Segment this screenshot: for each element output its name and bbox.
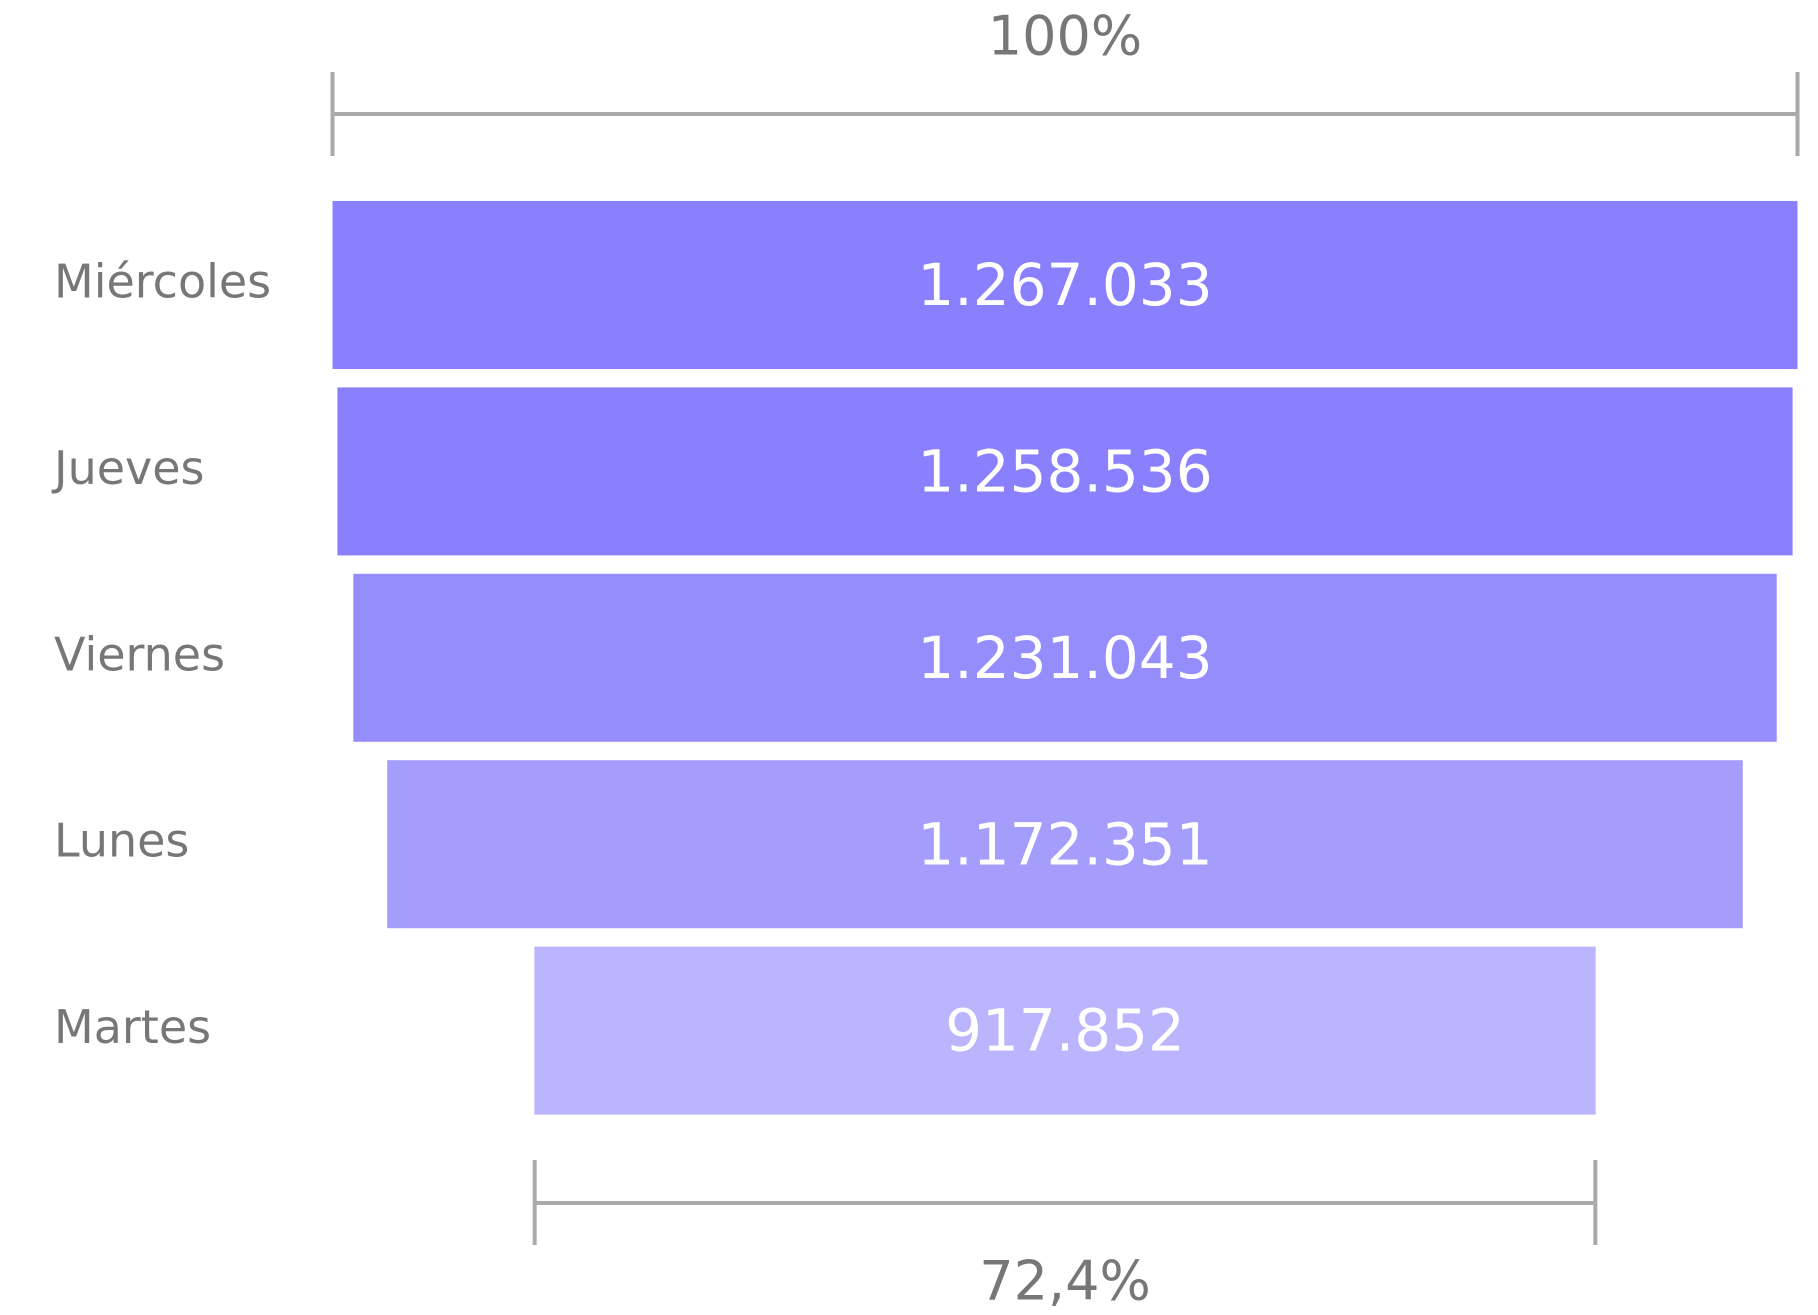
funnel-bar <box>353 573 1777 742</box>
value-label: 1.231.043 <box>917 624 1212 692</box>
category-label: Miércoles <box>54 255 271 309</box>
value-label: 1.267.033 <box>917 251 1212 319</box>
value-label: 1.172.351 <box>917 810 1212 878</box>
percent-label: 72,4% <box>979 1250 1151 1313</box>
funnel-bar <box>534 946 1596 1115</box>
percent-label: 100% <box>988 5 1142 68</box>
funnel-bar <box>387 760 1743 929</box>
category-label: Jueves <box>51 441 205 495</box>
value-label: 1.258.536 <box>917 438 1212 506</box>
funnel-bar <box>332 201 1798 369</box>
category-label: Lunes <box>54 814 189 868</box>
category-label: Viernes <box>54 627 225 681</box>
funnel-bar <box>337 387 1793 556</box>
value-label: 917.852 <box>945 997 1185 1065</box>
category-label: Martes <box>54 1000 211 1054</box>
